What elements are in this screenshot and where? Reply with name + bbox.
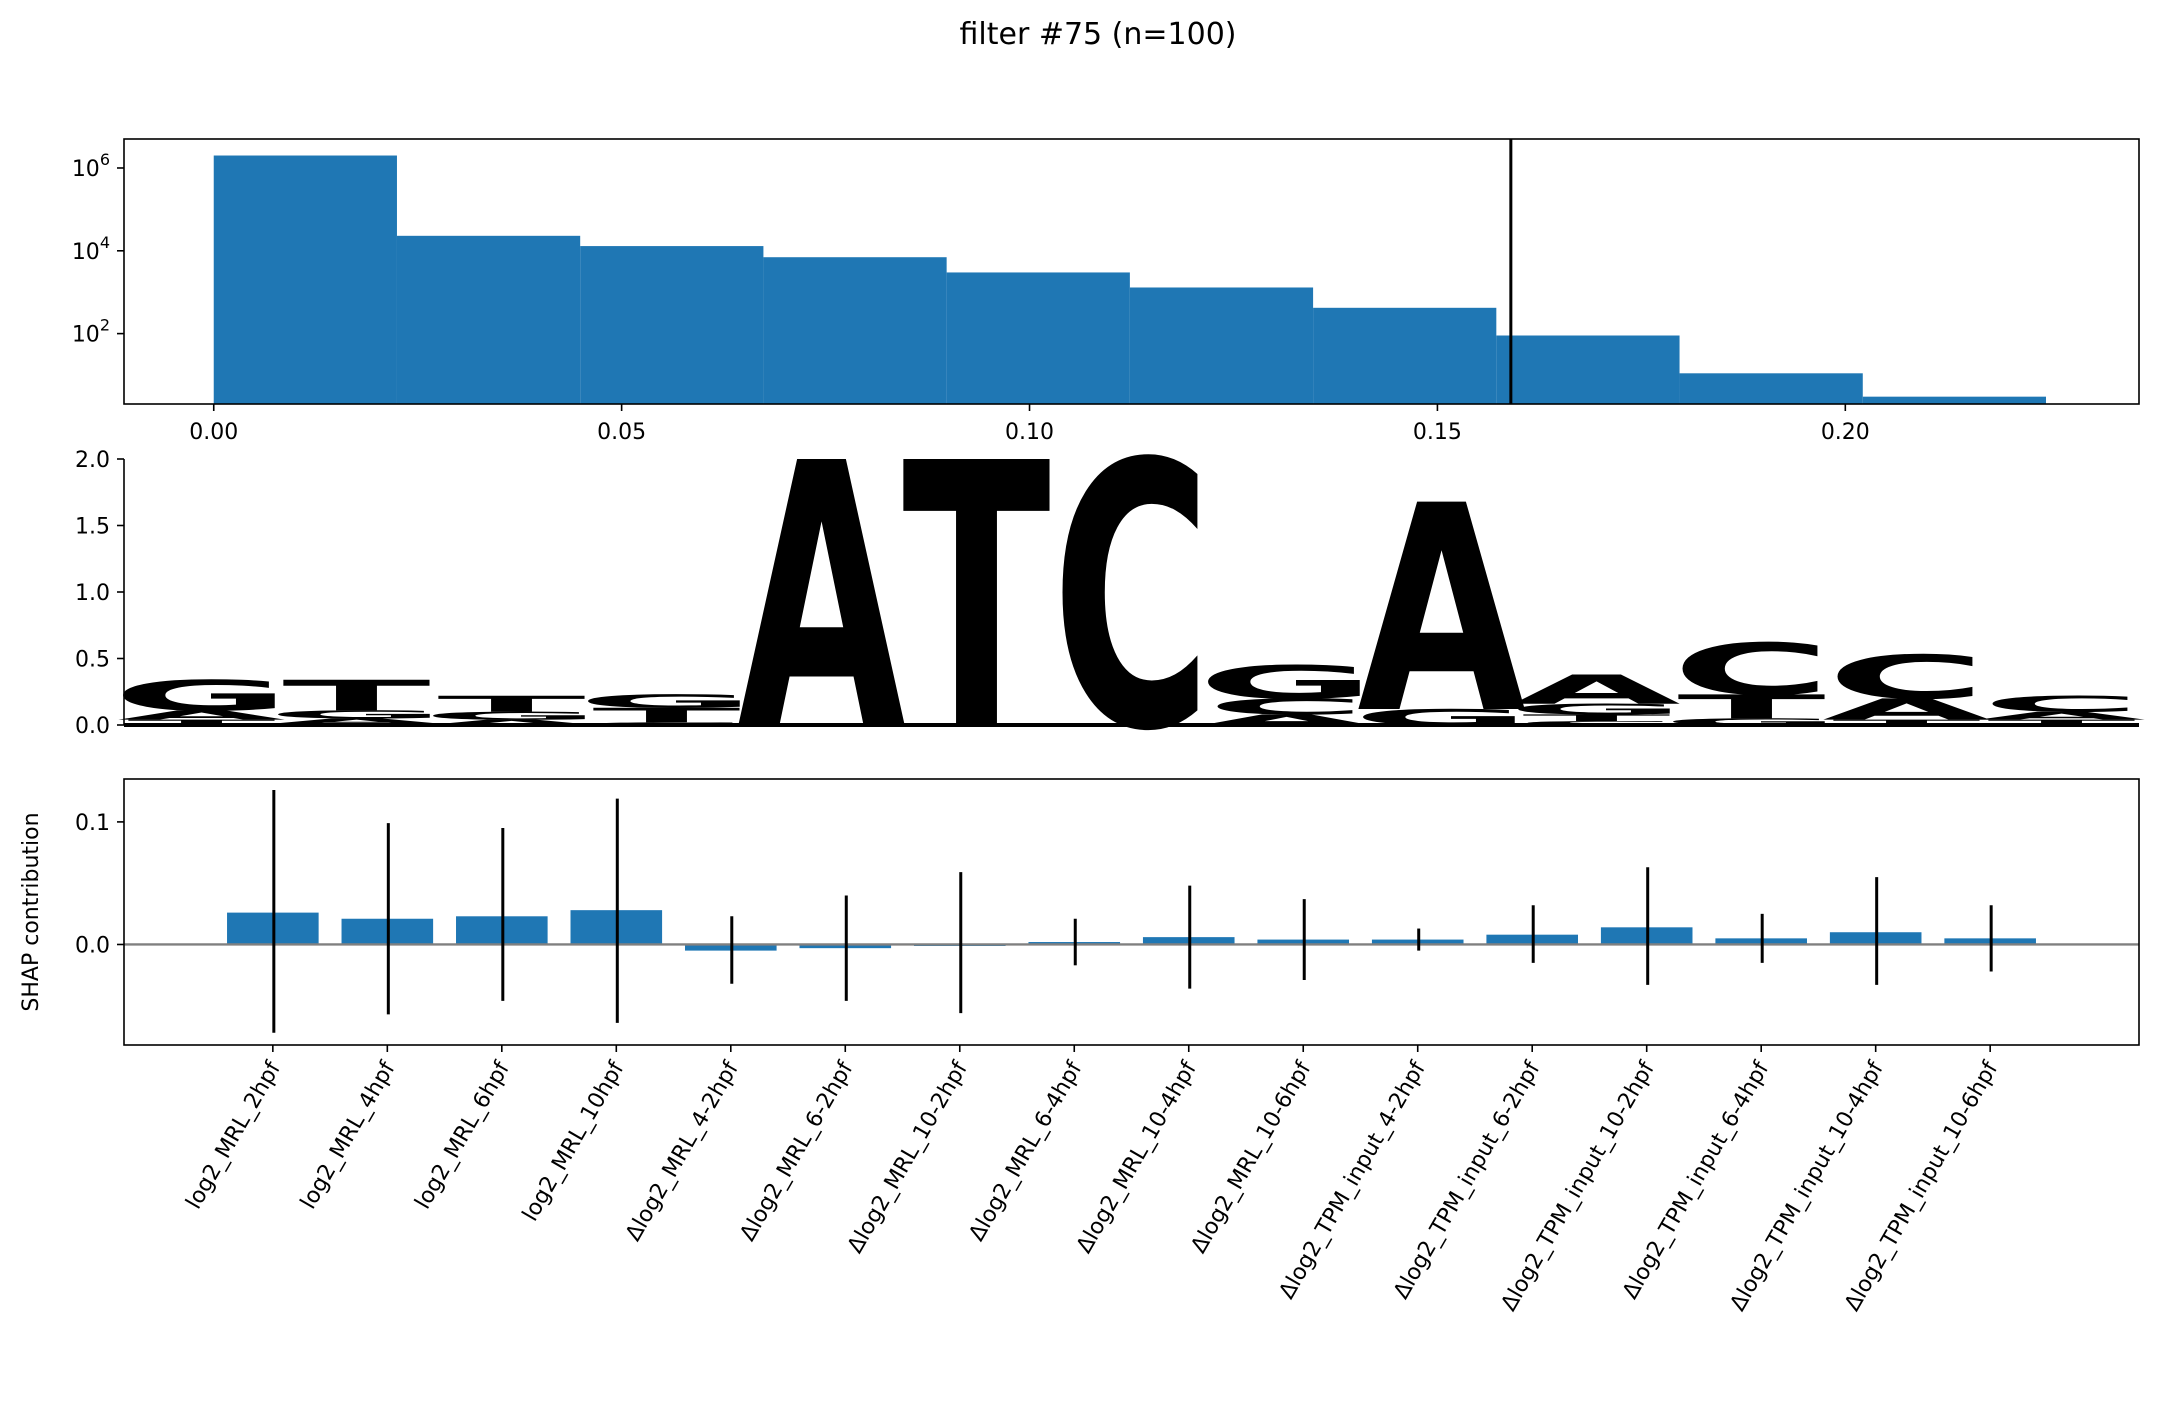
y-tick-label: 1.0 [75,581,110,606]
y-tick-label: 2.0 [75,448,110,473]
y-tick-exponent: 2 [100,316,110,335]
histogram-bar [1129,287,1314,404]
logo-letter-G: G [267,708,446,721]
histogram-bar [1313,307,1497,404]
histogram-bar [1679,373,1863,404]
logo-letter-T: T [1522,713,1670,724]
logo-letter-C: C [1982,691,2142,716]
x-tick-label: 0.10 [1005,420,1054,445]
logo-letter-A: A [272,717,440,725]
histogram-bar [946,272,1130,404]
y-tick-label: 1.5 [75,515,110,540]
logo-letter-A: A [1977,710,2145,723]
histogram-bar [213,155,397,404]
logo-letter-T: T [127,718,275,726]
y-tick-label: 102 [72,316,110,348]
y-axis-label: SHAP contribution [19,812,44,1011]
logo-letter-T: T [1677,688,1825,726]
y-tick-base: 10 [72,240,100,265]
histogram-bar [580,246,764,404]
histogram-frame [123,138,2140,405]
logo-letter-T: T [1832,718,1980,726]
histogram-bar [763,257,947,404]
logo-letter-A: A [117,708,285,723]
y-tick-label: 0.0 [75,933,110,958]
figure-title: filter #75 (n=100) [960,17,1237,52]
logo-letter-A: A [737,386,907,811]
logo-letter-T: T [592,704,740,727]
y-tick-base: 10 [72,157,100,182]
logo-letter-A: A [1822,693,1990,727]
histogram-bar [1496,335,1680,404]
logo-letter-G: G [1662,717,1841,728]
logo-letter-T: T [282,672,431,721]
y-tick-label: 104 [72,233,110,265]
y-tick-exponent: 6 [100,150,110,169]
logo-letter-T: T [902,386,1052,811]
logo-letter-C: C [1672,629,1832,712]
logo-letter-C: C [1052,386,1212,811]
histogram-bar [1862,396,2046,404]
logo-letter-G: G [1507,701,1686,718]
logo-panel: TAGCAGTAGTCTGATCACGGACTGAGTCTACTAC0.00.5… [75,386,2146,811]
histogram-bar [396,235,581,404]
logo-letter-A: A [427,718,595,726]
logo-letter-G: G [577,691,756,712]
logo-letter-G: G [1197,656,1376,709]
logo-letter-A: A [1357,445,1525,776]
shap-frame [123,778,2140,1046]
x-tick-label: 0.20 [1821,420,1870,445]
logo-letter-G: G [422,710,601,723]
logo-letter-G: G [112,672,291,721]
y-tick-label: 106 [72,150,110,182]
logo-letter-T: T [1987,718,2135,726]
x-tick-label: 0.15 [1413,420,1462,445]
logo-letter-A: A [1512,667,1680,714]
x-tick-label: 0.00 [189,420,238,445]
y-tick-exponent: 4 [100,233,110,252]
y-tick-base: 10 [72,323,100,348]
y-tick-label: 0.5 [75,648,110,673]
logo-letter-C: C [1207,694,1367,719]
y-tick-label: 0.1 [75,811,110,836]
y-tick-label: 0.0 [75,714,110,739]
logo-letter-T: T [437,691,585,716]
logo-letter-C: C [1827,643,1987,713]
x-tick-label: 0.05 [597,420,646,445]
